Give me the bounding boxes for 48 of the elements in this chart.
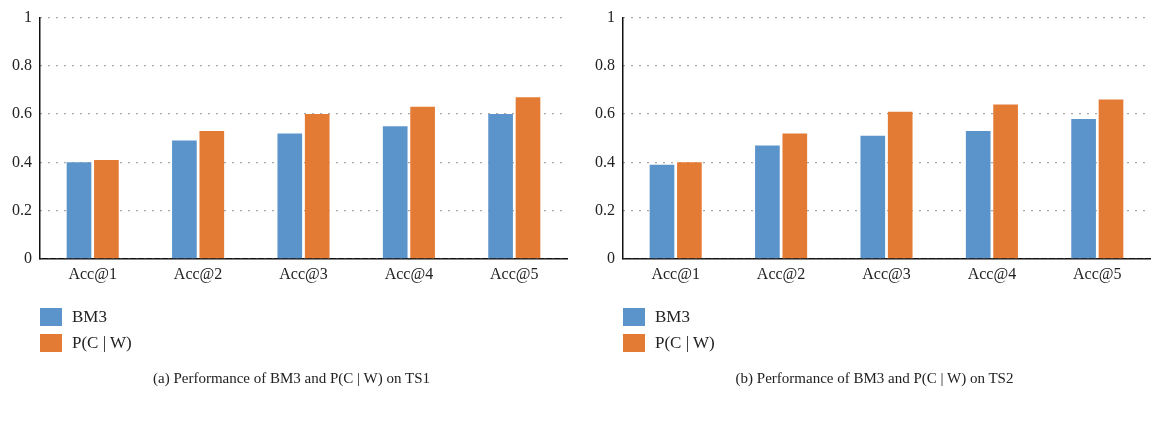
bar — [860, 135, 886, 259]
text: (a) Performance of BM3 and P(C | W) on TS1 — [152, 370, 431, 387]
legend-label: BM3 — [72, 307, 107, 327]
bar — [172, 140, 197, 259]
bar — [993, 104, 1018, 259]
x-tick-label: Acc@2 — [756, 264, 806, 283]
x-tick-label: Acc@1 — [68, 264, 117, 283]
x-tick-label: Acc@3 — [279, 264, 328, 283]
bar — [94, 159, 119, 259]
bar — [277, 133, 303, 259]
y-tick-label: 0.8 — [12, 56, 32, 74]
bar — [965, 130, 991, 259]
bar — [66, 162, 92, 259]
bar — [410, 106, 435, 259]
y-tick-label: 0.4 — [595, 152, 615, 170]
legend-label: P(C | W) — [655, 333, 715, 353]
bar — [382, 126, 408, 259]
bar — [677, 162, 702, 259]
y-tick-label: 0.8 — [595, 56, 615, 74]
bar — [649, 164, 675, 259]
bar — [488, 114, 513, 259]
x-tick-label: Acc@1 — [651, 264, 700, 283]
x-tick-label: Acc@3 — [862, 264, 911, 283]
bar — [887, 111, 913, 259]
bar — [1098, 99, 1124, 259]
y-tick-label: 0.2 — [12, 200, 32, 218]
legend-label: BM3 — [655, 307, 690, 327]
bar — [304, 114, 330, 259]
y-tick-label: 1 — [607, 7, 615, 25]
x-tick-label: Acc@5 — [490, 264, 539, 283]
y-tick-label: 0.6 — [12, 104, 32, 122]
x-tick-label: Acc@4 — [967, 264, 1017, 283]
text: (b) Performance of BM3 and P(C | W) on TS2 — [734, 370, 1015, 387]
x-tick-label: Acc@4 — [384, 264, 434, 283]
x-tick-label: Acc@2 — [173, 264, 223, 283]
y-tick-label: 0 — [24, 249, 32, 266]
bar — [515, 97, 541, 259]
y-tick-label: 1 — [24, 7, 32, 25]
bar — [1071, 118, 1096, 259]
y-tick-label: 0 — [607, 249, 615, 266]
bar — [755, 145, 780, 259]
x-tick-label: Acc@5 — [1073, 264, 1122, 283]
y-tick-label: 0.2 — [595, 200, 615, 218]
bar — [782, 133, 808, 259]
y-tick-label: 0.6 — [595, 104, 615, 122]
bar — [199, 130, 225, 259]
legend-label: P(C | W) — [72, 333, 132, 353]
y-tick-label: 0.4 — [12, 152, 32, 170]
